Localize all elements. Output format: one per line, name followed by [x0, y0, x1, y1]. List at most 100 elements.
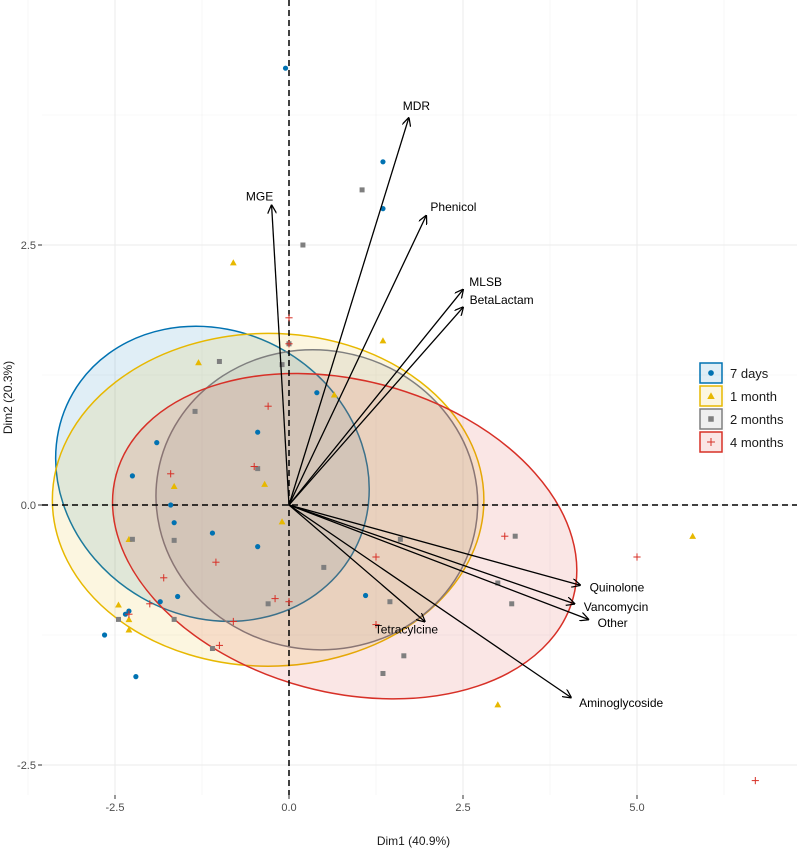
- y-tick-label: 2.5: [21, 240, 36, 252]
- vector-arrow-mge: [272, 205, 290, 506]
- ellipse-1-month: [51, 332, 485, 667]
- point-7-days: [314, 390, 320, 396]
- point-2-months: [171, 537, 177, 543]
- vector-arrow-quinolone: [288, 504, 580, 585]
- point-2-months: [321, 564, 327, 570]
- point-2-months: [209, 646, 215, 652]
- legend-label-7-days: 7 days: [730, 366, 769, 381]
- vector-label-aminoglycoside: Aminoglycoside: [579, 696, 663, 710]
- vector-arrow-other: [288, 504, 588, 619]
- x-tick-label: 2.5: [455, 802, 470, 814]
- point-2-months: [255, 466, 261, 472]
- legend-marker-1-month: [707, 392, 715, 399]
- point-4-months: [285, 314, 293, 322]
- vector-arrow-mdr: [288, 118, 409, 506]
- vector-arrow-vancomycin: [288, 504, 574, 604]
- point-4-months: [271, 595, 279, 603]
- confidence-ellipses: [51, 325, 578, 700]
- vector-label-betalactam: BetaLactam: [470, 293, 534, 307]
- point-4-months: [501, 532, 509, 540]
- legend-label-4-months: 4 months: [730, 435, 784, 450]
- point-7-days: [133, 674, 139, 680]
- point-2-months: [397, 536, 403, 542]
- loading-vectors: MDR MGE Phenicol MLSB BetaLactam Quinolone Van…: [246, 99, 664, 710]
- ellipse-7-days: [54, 325, 370, 623]
- point-1-month: [170, 482, 178, 489]
- vector-label-quinolone: Quinolone: [590, 581, 645, 595]
- legend-marker-4-months: [707, 438, 715, 446]
- y-tick-label: 0.0: [21, 500, 36, 512]
- y-axis-title: Dim2 (20.3%): [1, 361, 15, 434]
- point-1-month: [330, 391, 338, 398]
- point-7-days: [255, 544, 261, 550]
- point-1-month: [379, 337, 387, 344]
- point-4-months: [146, 600, 154, 608]
- axis-ticks: -2.5 0.0 2.5 5.0 -2.5 0.0 2.5: [17, 240, 645, 814]
- vector-label-vancomycin: Vancomycin: [584, 600, 648, 614]
- point-4-months: [264, 402, 272, 410]
- point-2-months: [216, 358, 222, 364]
- point-4-months: [633, 553, 641, 561]
- legend-marker-7-days: [708, 370, 714, 376]
- point-4-months: [285, 340, 293, 348]
- point-4-months: [250, 462, 258, 471]
- vector-arrow-tetracylcine: [288, 504, 425, 621]
- legend-label-2-months: 2 months: [730, 412, 784, 427]
- y-tick-label: -2.5: [17, 760, 36, 772]
- point-2-months: [359, 187, 365, 193]
- legend-marker-2-months: [708, 416, 714, 422]
- point-2-months: [401, 653, 407, 659]
- legend-item-2-months[interactable]: 2 months: [699, 408, 784, 430]
- vector-arrow-phenicol: [288, 216, 426, 506]
- legend[interactable]: 7 days 1 month 2 months 4 months: [699, 362, 784, 453]
- point-7-days: [101, 632, 108, 638]
- legend-item-7-days[interactable]: 7 days: [699, 362, 769, 384]
- point-2-months: [192, 408, 198, 414]
- point-1-month: [115, 601, 122, 608]
- point-7-days: [129, 473, 135, 479]
- point-1-month: [278, 518, 286, 525]
- x-tick-label: 5.0: [629, 802, 644, 814]
- ellipse-2-months: [155, 349, 479, 651]
- point-4-months: [160, 574, 168, 582]
- vector-label-other: Other: [598, 616, 628, 630]
- point-7-days: [255, 429, 261, 435]
- x-tick-label: -2.5: [106, 802, 125, 814]
- point-7-days: [175, 593, 181, 600]
- point-7-days: [362, 592, 369, 599]
- point-7-days: [154, 440, 160, 446]
- zero-reference-lines: [42, 0, 797, 795]
- point-4-months: [167, 470, 175, 478]
- x-axis-title: Dim1 (40.9%): [377, 834, 450, 848]
- point-2-months: [495, 580, 501, 586]
- point-1-month: [125, 626, 133, 633]
- point-1-month: [261, 480, 269, 487]
- point-4-months: [212, 558, 220, 566]
- point-4-months: [285, 598, 293, 606]
- point-2-months: [512, 533, 518, 539]
- legend-item-1-month[interactable]: 1 month: [699, 385, 777, 407]
- vector-label-phenicol: Phenicol: [430, 200, 476, 214]
- point-2-months: [265, 601, 271, 607]
- point-2-months: [387, 599, 393, 605]
- point-2-months: [129, 536, 135, 542]
- point-7-days: [157, 599, 163, 605]
- point-2-months: [380, 670, 386, 676]
- point-2-months: [509, 601, 515, 607]
- point-2-months: [171, 616, 177, 622]
- point-7-days: [168, 502, 174, 508]
- point-1-month: [125, 616, 133, 623]
- point-2-months: [115, 616, 121, 622]
- point-1-month: [229, 259, 237, 266]
- point-7-days: [282, 65, 289, 71]
- point-1-month: [494, 701, 502, 708]
- point-4-months: [229, 617, 237, 626]
- legend-item-4-months[interactable]: 4 months: [699, 431, 784, 453]
- point-2-months: [279, 362, 285, 368]
- point-7-days: [209, 530, 216, 536]
- vector-label-tetracylcine: Tetracylcine: [375, 622, 439, 636]
- point-4-months: [372, 621, 380, 629]
- point-7-days: [380, 159, 386, 165]
- legend-label-1-month: 1 month: [730, 389, 777, 404]
